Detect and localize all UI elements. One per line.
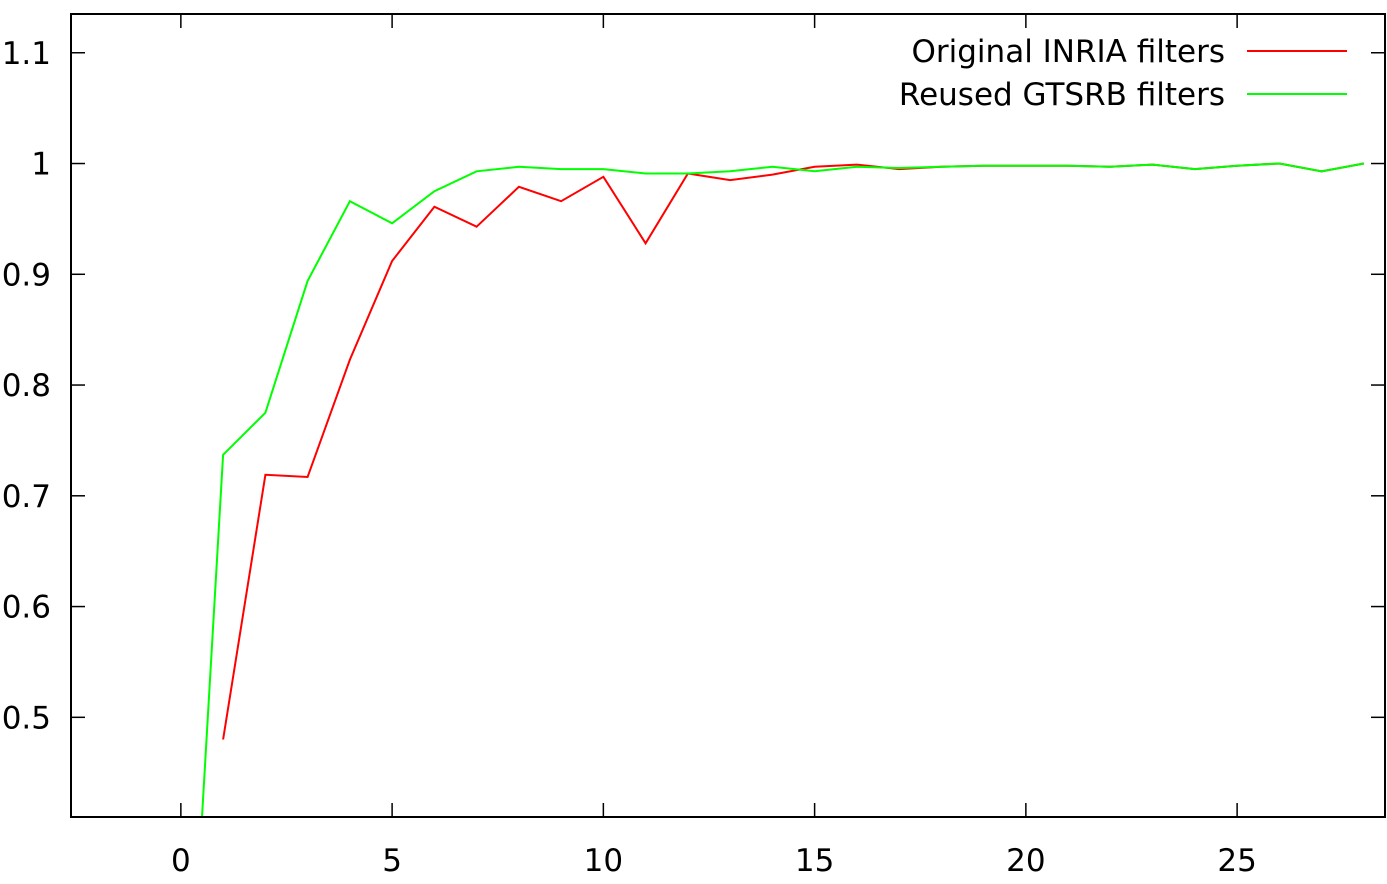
y-tick-label: 0.6 <box>2 590 51 626</box>
axis-ticks <box>71 14 1385 817</box>
legend: Original INRIA filters Reused GTSRB filte… <box>899 34 1347 113</box>
x-tick-label: 20 <box>1006 843 1045 879</box>
x-tick-label: 5 <box>382 843 402 879</box>
tick-labels: 0 5 10 15 20 25 0.5 0.6 0.7 0.8 0.9 1 1.1 <box>2 36 1257 879</box>
y-tick-label: 0.9 <box>2 257 51 293</box>
x-tick-label: 0 <box>171 843 191 879</box>
x-tick-label: 25 <box>1217 843 1256 879</box>
x-tick-label: 10 <box>584 843 623 879</box>
legend-label: Original INRIA filters <box>912 34 1226 70</box>
plot-frame <box>70 13 1386 818</box>
y-tick-label: 1.1 <box>2 36 51 72</box>
legend-label: Reused GTSRB filters <box>899 77 1225 113</box>
y-tick-label: 0.7 <box>2 479 51 515</box>
series-line-original-inria <box>222 162 1365 740</box>
series-layer <box>201 162 1365 818</box>
y-tick-label: 1 <box>31 147 51 183</box>
x-tick-label: 15 <box>795 843 834 879</box>
y-tick-label: 0.8 <box>2 368 51 404</box>
series-line-reused-gtsrb <box>201 162 1365 818</box>
y-tick-label: 0.5 <box>2 700 51 736</box>
